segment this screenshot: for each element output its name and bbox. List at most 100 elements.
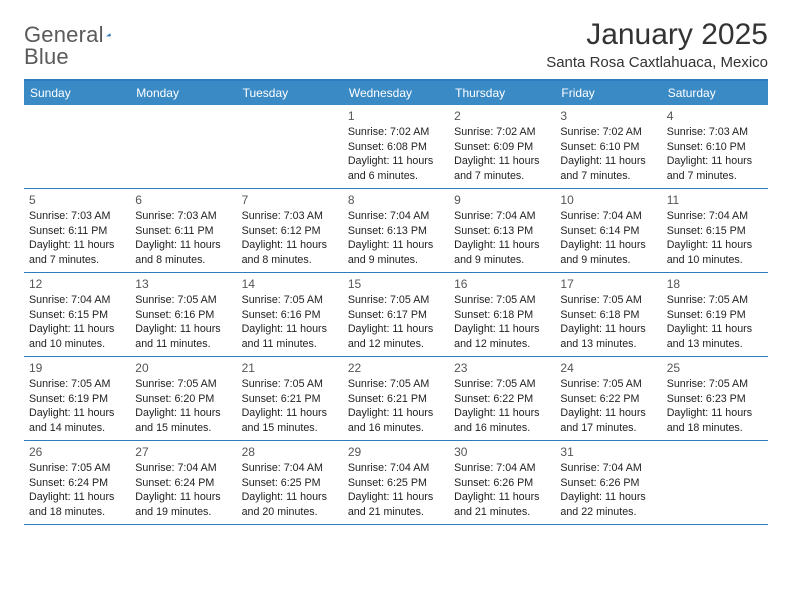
cell-day1: Daylight: 11 hours <box>667 406 763 420</box>
cell-sunrise: Sunrise: 7:04 AM <box>667 209 763 223</box>
calendar-cell: 28Sunrise: 7:04 AMSunset: 6:25 PMDayligh… <box>237 441 343 525</box>
cell-sunrise: Sunrise: 7:04 AM <box>454 461 550 475</box>
day-number: 17 <box>560 276 656 292</box>
cell-day1: Daylight: 11 hours <box>135 238 231 252</box>
cell-sunset: Sunset: 6:21 PM <box>348 392 444 406</box>
cell-day1: Daylight: 11 hours <box>667 154 763 168</box>
cell-day1: Daylight: 11 hours <box>454 406 550 420</box>
cell-sunrise: Sunrise: 7:05 AM <box>348 377 444 391</box>
calendar-cell: 9Sunrise: 7:04 AMSunset: 6:13 PMDaylight… <box>449 189 555 273</box>
cell-day2: and 15 minutes. <box>242 421 338 435</box>
day-number: 10 <box>560 192 656 208</box>
cell-sunrise: Sunrise: 7:05 AM <box>29 377 125 391</box>
cell-day2: and 17 minutes. <box>560 421 656 435</box>
calendar-cell: 23Sunrise: 7:05 AMSunset: 6:22 PMDayligh… <box>449 357 555 441</box>
cell-day2: and 18 minutes. <box>667 421 763 435</box>
calendar-cell: 26Sunrise: 7:05 AMSunset: 6:24 PMDayligh… <box>24 441 130 525</box>
cell-sunset: Sunset: 6:09 PM <box>454 140 550 154</box>
cell-day1: Daylight: 11 hours <box>348 322 444 336</box>
cell-day1: Daylight: 11 hours <box>667 322 763 336</box>
calendar-cell-empty <box>24 105 130 189</box>
calendar-cell: 2Sunrise: 7:02 AMSunset: 6:09 PMDaylight… <box>449 105 555 189</box>
calendar-cell: 6Sunrise: 7:03 AMSunset: 6:11 PMDaylight… <box>130 189 236 273</box>
day-number: 14 <box>242 276 338 292</box>
cell-sunrise: Sunrise: 7:05 AM <box>29 461 125 475</box>
cell-sunset: Sunset: 6:24 PM <box>135 476 231 490</box>
cell-sunset: Sunset: 6:10 PM <box>560 140 656 154</box>
day-number: 3 <box>560 108 656 124</box>
cell-sunrise: Sunrise: 7:05 AM <box>242 377 338 391</box>
cell-sunset: Sunset: 6:18 PM <box>560 308 656 322</box>
cell-day1: Daylight: 11 hours <box>29 406 125 420</box>
cell-day2: and 12 minutes. <box>348 337 444 351</box>
cell-sunset: Sunset: 6:16 PM <box>242 308 338 322</box>
cell-sunset: Sunset: 6:15 PM <box>29 308 125 322</box>
cell-day2: and 11 minutes. <box>135 337 231 351</box>
day-number: 29 <box>348 444 444 460</box>
day-number: 11 <box>667 192 763 208</box>
calendar-cell: 19Sunrise: 7:05 AMSunset: 6:19 PMDayligh… <box>24 357 130 441</box>
cell-day1: Daylight: 11 hours <box>667 238 763 252</box>
dayhead-saturday: Saturday <box>662 81 768 105</box>
cell-day1: Daylight: 11 hours <box>348 406 444 420</box>
cell-sunrise: Sunrise: 7:05 AM <box>560 293 656 307</box>
cell-sunset: Sunset: 6:10 PM <box>667 140 763 154</box>
day-number: 21 <box>242 360 338 376</box>
location-subtitle: Santa Rosa Caxtlahuaca, Mexico <box>546 54 768 71</box>
calendar-cell: 27Sunrise: 7:04 AMSunset: 6:24 PMDayligh… <box>130 441 236 525</box>
cell-sunset: Sunset: 6:25 PM <box>348 476 444 490</box>
calendar-cell: 30Sunrise: 7:04 AMSunset: 6:26 PMDayligh… <box>449 441 555 525</box>
cell-sunrise: Sunrise: 7:05 AM <box>667 293 763 307</box>
calendar-cell: 8Sunrise: 7:04 AMSunset: 6:13 PMDaylight… <box>343 189 449 273</box>
cell-day2: and 7 minutes. <box>560 169 656 183</box>
cell-day2: and 22 minutes. <box>560 505 656 519</box>
cell-sunrise: Sunrise: 7:04 AM <box>135 461 231 475</box>
cell-day1: Daylight: 11 hours <box>454 490 550 504</box>
cell-sunset: Sunset: 6:13 PM <box>454 224 550 238</box>
day-number: 4 <box>667 108 763 124</box>
cell-sunrise: Sunrise: 7:05 AM <box>667 377 763 391</box>
cell-day1: Daylight: 11 hours <box>560 238 656 252</box>
cell-sunset: Sunset: 6:11 PM <box>135 224 231 238</box>
calendar-cell: 29Sunrise: 7:04 AMSunset: 6:25 PMDayligh… <box>343 441 449 525</box>
cell-sunset: Sunset: 6:14 PM <box>560 224 656 238</box>
title-block: January 2025 Santa Rosa Caxtlahuaca, Mex… <box>546 18 768 71</box>
cell-day1: Daylight: 11 hours <box>242 238 338 252</box>
day-number: 27 <box>135 444 231 460</box>
day-number: 31 <box>560 444 656 460</box>
dayhead-friday: Friday <box>555 81 661 105</box>
cell-sunset: Sunset: 6:22 PM <box>560 392 656 406</box>
cell-day2: and 7 minutes. <box>454 169 550 183</box>
page-header: General January 2025 Santa Rosa Caxtlahu… <box>24 18 768 71</box>
cell-day1: Daylight: 11 hours <box>348 238 444 252</box>
calendar-week-row: 26Sunrise: 7:05 AM Sunset: 6:24 PM Dayligh… <box>24 441 768 525</box>
cell-sunrise: Sunrise: 7:03 AM <box>135 209 231 223</box>
cell-sunrise: Sunrise: 7:05 AM <box>348 293 444 307</box>
calendar-cell: 20Sunrise: 7:05 AMSunset: 6:20 PMDayligh… <box>130 357 236 441</box>
cell-day2: and 20 minutes. <box>242 505 338 519</box>
calendar-cell: 17Sunrise: 7:05 AMSunset: 6:18 PMDayligh… <box>555 273 661 357</box>
cell-day2: and 19 minutes. <box>135 505 231 519</box>
cell-day2: and 21 minutes. <box>348 505 444 519</box>
cell-day1: Daylight: 11 hours <box>454 238 550 252</box>
cell-day1: Daylight: 11 hours <box>348 154 444 168</box>
calendar-cell: 18Sunrise: 7:05 AMSunset: 6:19 PMDayligh… <box>662 273 768 357</box>
cell-day2: and 13 minutes. <box>667 337 763 351</box>
calendar-week-row: 1Sunrise: 7:02 AMSunset: 6:08 PMDaylight… <box>24 105 768 189</box>
calendar-grid: Sunday Monday Tuesday Wednesday Thursday… <box>24 79 768 525</box>
cell-sunset: Sunset: 6:25 PM <box>242 476 338 490</box>
day-number: 28 <box>242 444 338 460</box>
cell-day1: Daylight: 11 hours <box>560 490 656 504</box>
cell-day1: Daylight: 11 hours <box>242 490 338 504</box>
day-number: 8 <box>348 192 444 208</box>
cell-sunrise: Sunrise: 7:05 AM <box>454 377 550 391</box>
cell-sunrise: Sunrise: 7:03 AM <box>667 125 763 139</box>
cell-day2: and 14 minutes. <box>29 421 125 435</box>
cell-sunrise: Sunrise: 7:04 AM <box>348 209 444 223</box>
calendar-cell: 13Sunrise: 7:05 AMSunset: 6:16 PMDayligh… <box>130 273 236 357</box>
cell-day1: Daylight: 11 hours <box>454 154 550 168</box>
cell-sunrise: Sunrise: 7:02 AM <box>348 125 444 139</box>
cell-sunrise: Sunrise: 7:02 AM <box>560 125 656 139</box>
day-number: 26 <box>29 444 125 460</box>
cell-day1: Daylight: 11 hours <box>348 490 444 504</box>
